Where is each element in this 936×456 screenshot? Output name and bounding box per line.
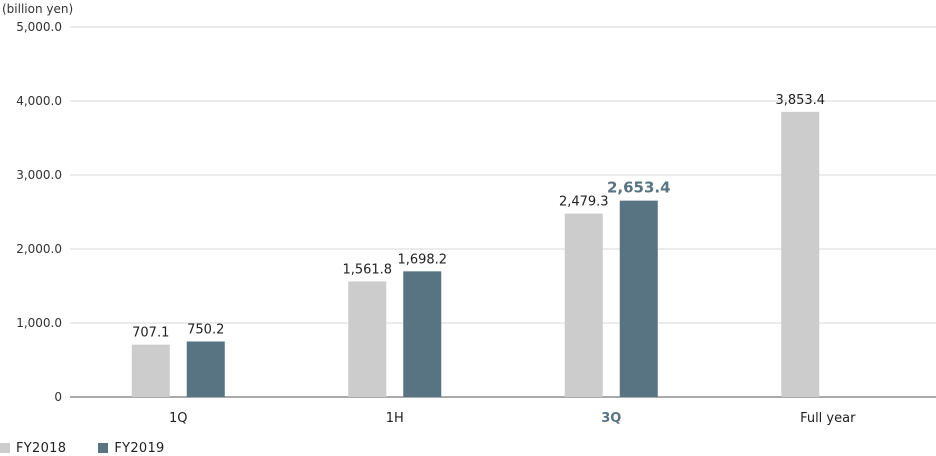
- data-label: 1,561.8: [342, 262, 392, 277]
- data-label: 2,653.4: [607, 179, 671, 197]
- x-tick-label: 3Q: [601, 411, 621, 426]
- bar-fy2018-1q: [131, 344, 170, 397]
- x-tick-label: Full year: [800, 411, 856, 426]
- legend-item-fy2018: FY2018: [0, 441, 66, 456]
- data-label: 1,698.2: [397, 252, 447, 267]
- legend-label-fy2018: FY2018: [16, 440, 67, 456]
- bar-fy2018-1h: [348, 281, 387, 397]
- legend-swatch-fy2018: [0, 443, 10, 453]
- y-axis-unit-label: (billion yen): [2, 2, 74, 16]
- legend-item-fy2019: FY2019: [98, 441, 164, 456]
- x-tick-label: 1Q: [169, 411, 188, 426]
- legend-label-fy2019: FY2019: [114, 440, 165, 456]
- bar-fy2019-3q: [619, 200, 658, 397]
- bar-fy2019-1h: [403, 271, 442, 397]
- legend: FY2018 FY2019: [0, 440, 197, 456]
- data-label: 750.2: [187, 322, 224, 337]
- bar-fy2019-1q: [186, 341, 225, 397]
- x-tick-label: 1H: [386, 411, 404, 426]
- bar-chart: 0 1,000.0 2,000.0 3,000.0 4,000.0 5,000.0 707.…: [16, 20, 936, 426]
- data-label: 3,853.4: [775, 93, 825, 108]
- y-tick-label: 0: [54, 390, 62, 404]
- y-tick-label: 2,000.0: [16, 242, 62, 256]
- data-label: 707.1: [132, 326, 169, 341]
- bar-fy2018-3q: [564, 213, 603, 397]
- y-tick-label: 3,000.0: [16, 168, 62, 182]
- legend-swatch-fy2019: [98, 443, 109, 453]
- bar-fy2018-full-year: [781, 111, 820, 398]
- y-tick-label: 4,000.0: [16, 94, 62, 108]
- data-label: 2,479.3: [559, 195, 609, 210]
- y-tick-label: 5,000.0: [16, 20, 62, 34]
- y-tick-label: 1,000.0: [16, 316, 62, 330]
